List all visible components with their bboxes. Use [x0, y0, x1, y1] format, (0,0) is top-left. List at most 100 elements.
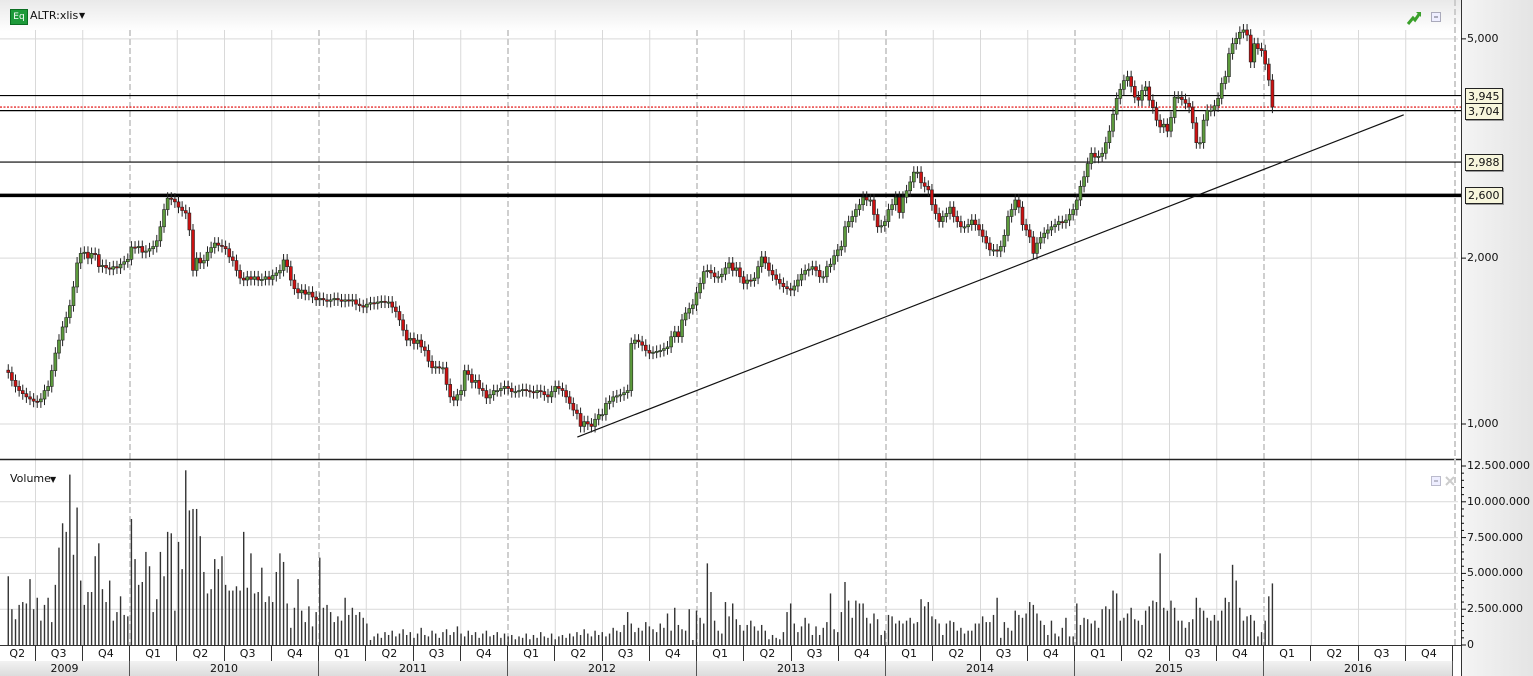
- candle-body: [1103, 142, 1108, 154]
- volume-bar: [989, 622, 991, 645]
- volume-bar: [543, 636, 546, 645]
- candle-body: [339, 299, 344, 302]
- volume-bar: [742, 630, 745, 645]
- volume-bar: [967, 630, 969, 645]
- candle-body: [437, 366, 442, 369]
- volume-bar: [290, 627, 292, 645]
- candle-body: [1136, 96, 1141, 101]
- volume-bar: [844, 581, 846, 645]
- volume-bar: [431, 630, 433, 645]
- candle-body: [394, 306, 398, 312]
- quarter-label: Q1: [886, 646, 934, 661]
- candle-body: [694, 292, 699, 306]
- volume-bar: [652, 629, 654, 645]
- volume-bar: [134, 559, 136, 645]
- restore-window-icon[interactable]: [1431, 476, 1441, 486]
- candle-body: [1241, 29, 1246, 33]
- volume-axis-label: 0: [1467, 638, 1474, 651]
- chart-header-bar: [0, 0, 1461, 32]
- trend-up-icon[interactable]: [1406, 10, 1422, 26]
- volume-bar: [822, 627, 824, 645]
- symbol-dropdown-caret-icon[interactable]: ▼: [79, 11, 86, 20]
- horizontal-levels: [0, 94, 1461, 198]
- candle-body: [426, 350, 431, 362]
- candle-body: [1190, 106, 1195, 124]
- candle-body: [270, 275, 275, 280]
- candle-body: [879, 225, 884, 228]
- candle-body: [969, 219, 974, 225]
- candle-body: [470, 374, 474, 383]
- volume-bar: [786, 612, 788, 645]
- candle-body: [589, 423, 594, 427]
- candle-body: [730, 262, 735, 271]
- volume-bar: [797, 632, 799, 645]
- volume-bar: [808, 623, 810, 645]
- candle-body: [278, 270, 282, 274]
- candle-body: [165, 197, 170, 210]
- restore-window-icon[interactable]: [1431, 12, 1441, 22]
- volume-bar: [80, 580, 82, 645]
- equity-badge-icon: Eq: [10, 9, 28, 25]
- candle-body: [1212, 105, 1217, 111]
- candle-body: [263, 276, 268, 280]
- volume-bar: [782, 632, 785, 645]
- trendline: [577, 114, 1404, 438]
- volume-bar: [605, 636, 607, 645]
- volume-bar: [232, 590, 234, 645]
- candle-body: [575, 409, 579, 414]
- candle-body: [202, 260, 206, 264]
- volume-bar: [735, 619, 738, 645]
- candle-body: [154, 240, 159, 247]
- candle-body: [930, 189, 934, 206]
- volume-bar: [402, 629, 404, 645]
- volume-bar: [934, 619, 937, 645]
- candle-body: [1114, 98, 1119, 115]
- candle-body: [767, 262, 771, 271]
- volume-bar: [101, 589, 104, 645]
- volume-bar: [532, 634, 535, 645]
- volume-bar: [1094, 620, 1096, 645]
- volume-dropdown-caret-icon[interactable]: ▼: [50, 475, 57, 484]
- candle-body: [723, 267, 728, 275]
- volume-bar: [1181, 620, 1183, 645]
- volume-axis-label: 12.500.000: [1467, 459, 1530, 472]
- volume-bar: [463, 636, 466, 645]
- candle-body: [944, 213, 949, 217]
- candle-body: [571, 403, 576, 411]
- candle-body: [752, 277, 757, 282]
- symbol-selector[interactable]: ALTR:xlis: [30, 9, 79, 22]
- volume-bar: [717, 630, 719, 645]
- candle-body: [444, 367, 449, 385]
- quarter-label: Q3: [224, 646, 272, 661]
- volume-bar: [1271, 583, 1274, 645]
- volume-bar: [597, 634, 600, 645]
- volume-bar: [1072, 636, 1074, 645]
- candle-body: [651, 351, 655, 354]
- candle-body: [781, 283, 786, 287]
- candle-body: [897, 196, 902, 213]
- volume-axis-label: 7.500.000: [1467, 530, 1523, 544]
- candle-body: [1020, 206, 1025, 225]
- volume-bar: [945, 623, 948, 645]
- volume-bar: [145, 551, 147, 645]
- volume-bar: [496, 632, 498, 645]
- volume-bar: [300, 610, 303, 645]
- volume-bar: [308, 606, 310, 645]
- quarter-label: Q3: [602, 646, 650, 661]
- volume-bar: [203, 571, 205, 645]
- volume-bar: [887, 614, 890, 645]
- volume-bar: [83, 604, 86, 645]
- volume-axis-label: 10.000.000: [1467, 494, 1530, 508]
- volume-bar: [326, 604, 328, 645]
- close-icon[interactable]: [1445, 476, 1455, 486]
- quarter-label: Q3: [1169, 646, 1217, 661]
- candle-body: [1111, 113, 1115, 132]
- volume-bar: [1134, 619, 1136, 645]
- candle-body: [506, 386, 510, 389]
- volume-indicator-label[interactable]: Volume: [10, 472, 51, 485]
- volume-bar: [601, 632, 604, 645]
- volume-bar: [395, 636, 397, 645]
- volume-bar: [322, 607, 325, 645]
- volume-bar: [32, 609, 35, 645]
